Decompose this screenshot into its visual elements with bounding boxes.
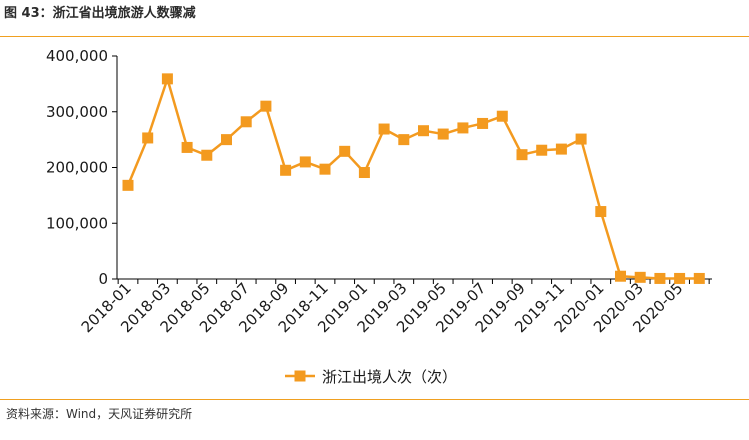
data-point <box>299 156 311 168</box>
data-point <box>221 134 232 146</box>
legend: 浙江出境人次（次） <box>285 368 457 386</box>
source-note: 资料来源：Wind，天风证券研究所 <box>6 407 193 421</box>
legend-label: 浙江出境人次（次） <box>322 368 457 386</box>
data-point <box>693 272 705 284</box>
data-point <box>142 132 154 144</box>
x-axis: 2018-012018-032018-052018-072018-092018-… <box>78 278 712 336</box>
data-point <box>339 145 351 157</box>
data-point <box>477 117 489 129</box>
data-point <box>418 125 429 137</box>
data-point <box>398 134 410 146</box>
data-point <box>122 179 134 191</box>
data-point <box>674 272 686 284</box>
data-point <box>437 128 449 140</box>
y-tick-label: 100,000 <box>46 214 108 232</box>
y-axis: 0 100,000 200,000 300,000 400,000 <box>46 47 118 288</box>
data-point <box>615 270 626 282</box>
data-point <box>240 116 252 128</box>
y-tick-label: 200,000 <box>46 159 108 177</box>
y-tick-label: 400,000 <box>46 47 108 65</box>
series-layer <box>122 73 705 284</box>
data-point <box>280 164 292 176</box>
series-line <box>126 77 700 280</box>
data-point <box>457 122 469 134</box>
y-tick-label: 0 <box>98 270 108 288</box>
y-tick-label: 300,000 <box>46 103 108 121</box>
data-point <box>634 271 646 283</box>
data-point <box>201 149 213 161</box>
data-point <box>595 206 607 218</box>
data-point <box>555 143 567 155</box>
data-point <box>260 100 272 112</box>
title-divider <box>0 36 749 37</box>
chart-title: 图 43：浙江省出境旅游人数骤减 <box>4 6 196 21</box>
data-point <box>319 163 331 175</box>
legend-marker <box>294 370 306 382</box>
data-point <box>536 144 548 156</box>
data-point <box>378 123 390 135</box>
data-point <box>575 133 587 145</box>
data-point <box>496 110 508 122</box>
data-point <box>181 141 193 153</box>
footer-divider <box>0 399 749 400</box>
data-point <box>654 272 666 284</box>
data-point <box>161 73 173 85</box>
chart-area: 0 100,000 200,000 300,000 400,000 2018-01201… <box>46 47 712 386</box>
data-point <box>516 149 528 161</box>
data-point <box>358 167 370 179</box>
